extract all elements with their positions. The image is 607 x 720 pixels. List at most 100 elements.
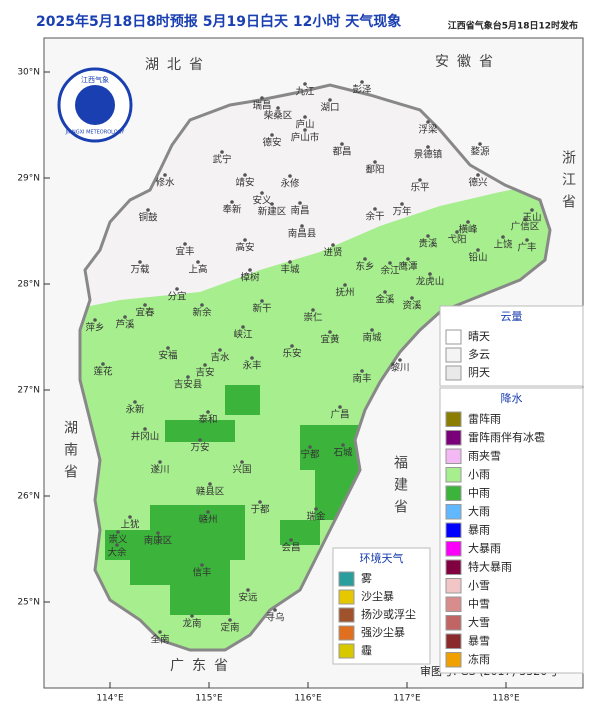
city-dot bbox=[260, 191, 264, 195]
city-label: 定南 bbox=[220, 622, 239, 634]
city-label: 南城 bbox=[362, 332, 382, 344]
city-label: 万安 bbox=[190, 442, 209, 454]
city-label: 南丰 bbox=[352, 373, 371, 385]
city-label: 龙虎山 bbox=[416, 276, 445, 288]
city-dot bbox=[220, 150, 224, 154]
city-dot bbox=[298, 201, 302, 205]
city-label: 上高 bbox=[188, 264, 207, 276]
city-label: 九江 bbox=[295, 86, 315, 98]
city-label: 金溪 bbox=[375, 294, 395, 306]
province-label: 湖北省 bbox=[145, 57, 211, 73]
legend-swatch bbox=[338, 643, 355, 659]
city-label: 鹰潭 bbox=[398, 261, 418, 273]
city-dot bbox=[146, 208, 150, 212]
legend-box bbox=[439, 305, 584, 387]
legend-swatch bbox=[445, 522, 462, 538]
city-dot bbox=[303, 82, 307, 86]
legend-label: 暴雨 bbox=[468, 523, 490, 536]
city-label: 宁都 bbox=[300, 449, 320, 461]
city-label: 南昌 bbox=[290, 205, 309, 217]
city-label: 抚州 bbox=[335, 287, 354, 299]
x-tick-label: 115°E bbox=[195, 694, 223, 704]
legend-label: 雷阵雨伴有冰雹 bbox=[468, 430, 545, 444]
legends: 云量晴天多云阴天降水雷阵雨雷阵雨伴有冰雹雨夹雪小雨中雨大雨暴雨大暴雨特大暴雨小雪… bbox=[332, 305, 584, 674]
legend-label: 晴天 bbox=[468, 330, 490, 343]
city-dot bbox=[363, 257, 367, 261]
city-label: 奉新 bbox=[222, 204, 242, 216]
city-dot bbox=[523, 217, 527, 221]
city-dot bbox=[360, 80, 364, 84]
city-dot bbox=[270, 202, 274, 206]
city-dot bbox=[300, 224, 304, 228]
legend-label: 强沙尘暴 bbox=[361, 626, 405, 639]
city-label: 芦溪 bbox=[115, 319, 135, 331]
x-tick-label: 118°E bbox=[492, 694, 520, 704]
city-dot bbox=[398, 358, 402, 362]
city-dot bbox=[240, 460, 244, 464]
city-label: 崇仁 bbox=[303, 312, 323, 324]
city-dot bbox=[328, 330, 332, 334]
city-label: 大余 bbox=[107, 547, 127, 559]
city-dot bbox=[270, 133, 274, 137]
city-dot bbox=[133, 400, 137, 404]
city-label: 遂川 bbox=[150, 464, 169, 476]
city-dot bbox=[410, 296, 414, 300]
city-dot bbox=[426, 145, 430, 149]
legend-swatch bbox=[445, 578, 462, 594]
city-dot bbox=[230, 200, 234, 204]
legend-label: 小雪 bbox=[468, 579, 490, 592]
city-dot bbox=[175, 287, 179, 291]
city-dot bbox=[166, 346, 170, 350]
city-label: 都昌 bbox=[332, 147, 351, 158]
city-dot bbox=[466, 220, 470, 224]
city-dot bbox=[341, 443, 345, 447]
y-tick-label: 26°N bbox=[17, 492, 40, 502]
province-label: 福建省 bbox=[392, 455, 408, 521]
city-dot bbox=[163, 173, 167, 177]
city-dot bbox=[476, 173, 480, 177]
legend-label: 大雨 bbox=[468, 504, 490, 518]
city-dot bbox=[373, 160, 377, 164]
city-dot bbox=[314, 507, 318, 511]
city-label: 余江 bbox=[380, 265, 400, 277]
city-label: 武宁 bbox=[212, 154, 231, 166]
city-dot bbox=[476, 248, 480, 252]
legend-swatch bbox=[338, 589, 355, 605]
legend-label: 中雨 bbox=[468, 486, 490, 499]
legend-box bbox=[439, 387, 584, 674]
city-dot bbox=[158, 630, 162, 634]
city-label: 丰城 bbox=[280, 264, 300, 276]
city-label: 吉安县 bbox=[174, 379, 203, 391]
city-label: 吉安 bbox=[195, 367, 214, 379]
city-label: 信丰 bbox=[192, 567, 211, 579]
city-dot bbox=[246, 588, 250, 592]
city-label: 黎川 bbox=[390, 362, 409, 374]
legend-swatch bbox=[445, 485, 462, 501]
city-dot bbox=[116, 530, 120, 534]
city-label: 上犹 bbox=[120, 520, 140, 531]
city-dot bbox=[455, 230, 459, 234]
legend-label: 大雪 bbox=[468, 615, 490, 629]
legend-label: 暴雪 bbox=[468, 634, 490, 647]
legend-label: 雨夹雪 bbox=[468, 449, 501, 462]
city-label: 德兴 bbox=[468, 177, 487, 189]
y-tick-label: 30°N bbox=[17, 68, 40, 78]
city-dot bbox=[360, 369, 364, 373]
city-label: 铜鼓 bbox=[138, 212, 158, 224]
city-label: 横峰 bbox=[458, 224, 478, 236]
city-label: 余干 bbox=[365, 211, 384, 223]
city-label: 吉水 bbox=[210, 352, 230, 364]
legend-label: 冻雨 bbox=[468, 652, 490, 666]
city-dot bbox=[200, 303, 204, 307]
city-label: 广信区 bbox=[511, 221, 540, 233]
city-label: 樟树 bbox=[240, 272, 260, 284]
city-dot bbox=[328, 98, 332, 102]
province-label: 浙江省 bbox=[560, 150, 576, 216]
legend-swatch bbox=[445, 559, 462, 575]
city-dot bbox=[196, 260, 200, 264]
city-dot bbox=[308, 445, 312, 449]
city-label: 铅山 bbox=[468, 252, 487, 264]
city-dot bbox=[93, 318, 97, 322]
legend-swatch bbox=[445, 633, 462, 649]
